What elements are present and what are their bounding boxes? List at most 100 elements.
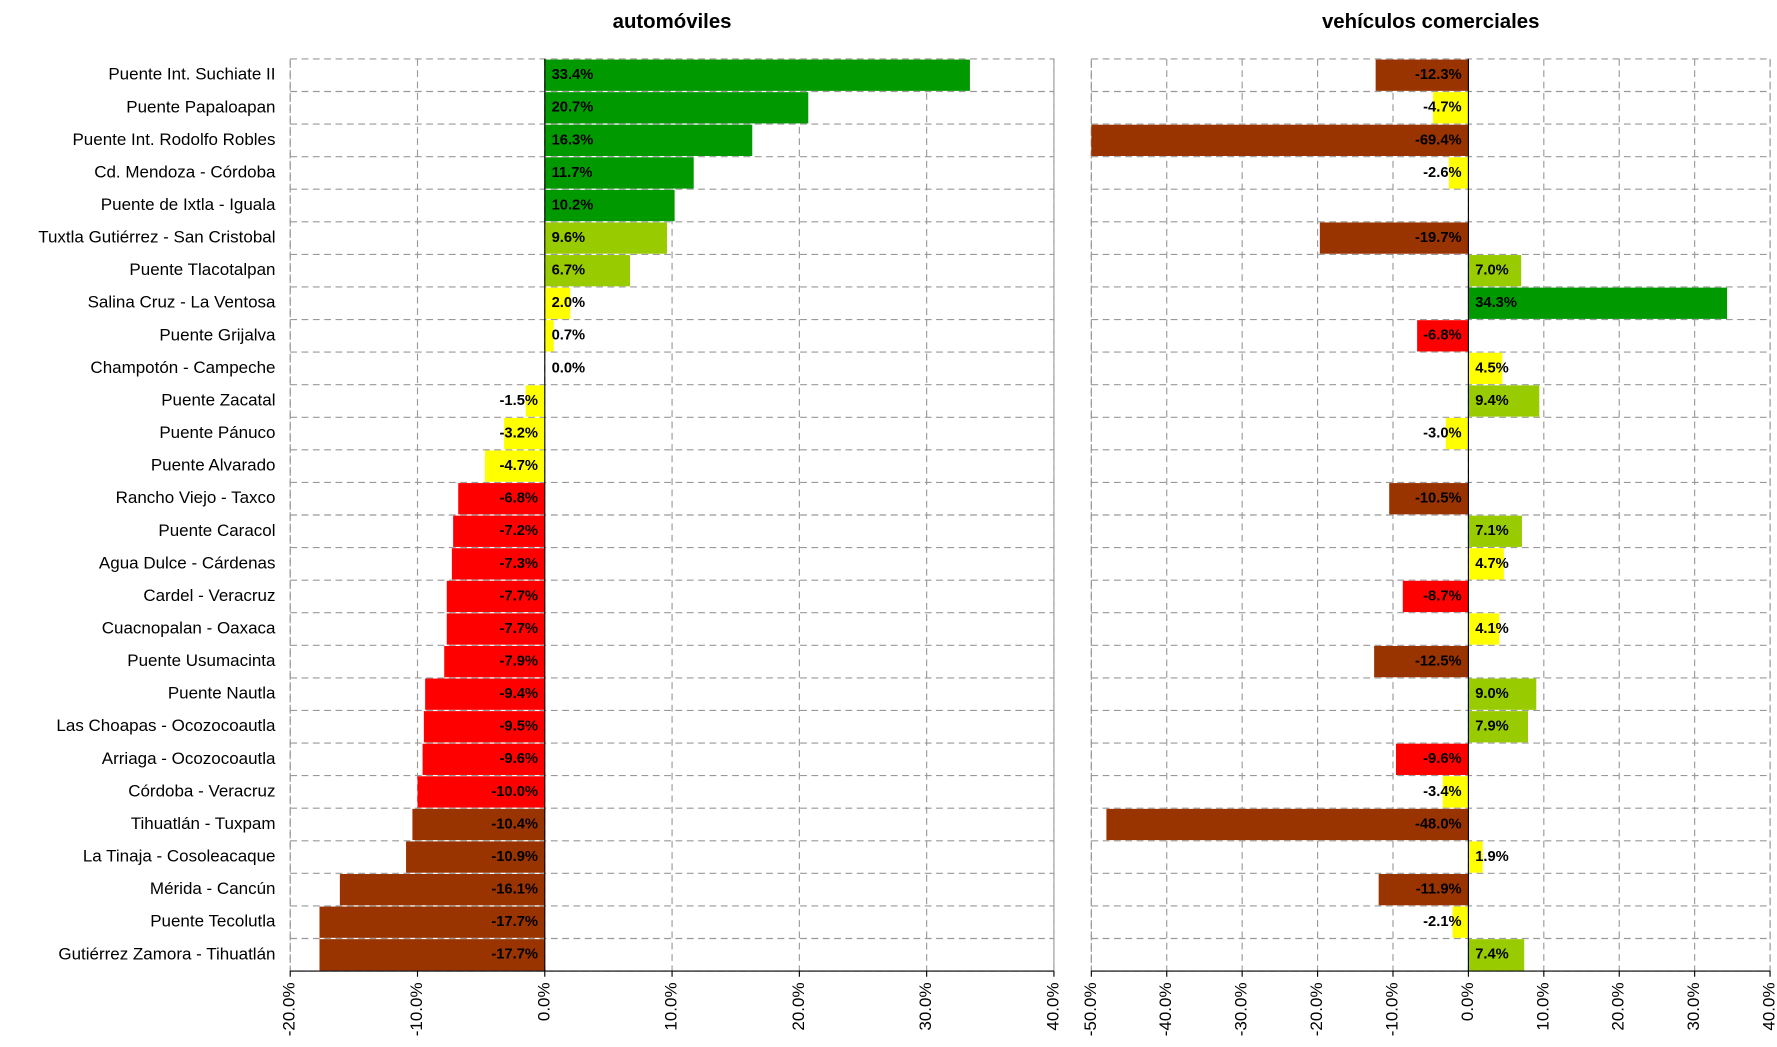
x-tick-label: -20.0% <box>280 982 299 1036</box>
bar <box>484 450 545 482</box>
category-label: Puente Alvarado <box>151 456 276 475</box>
bar <box>1468 939 1525 971</box>
category-label: Córdoba - Veracruz <box>128 781 275 800</box>
bar <box>339 874 545 906</box>
value-label: -9.6% <box>500 751 538 767</box>
value-label: -10.5% <box>1415 491 1462 507</box>
bar <box>1417 320 1469 352</box>
category-label: Puente Int. Suchiate II <box>108 65 275 84</box>
bar <box>1442 776 1469 808</box>
value-label: -10.9% <box>491 849 538 865</box>
value-label: -10.4% <box>491 816 538 832</box>
bar <box>1468 678 1537 710</box>
x-tick-label: -40.0% <box>1156 982 1175 1036</box>
value-label: 9.4% <box>1475 393 1509 409</box>
chart-title: vehículos comerciales <box>1322 11 1539 33</box>
bar <box>1402 580 1469 613</box>
value-label: 4.1% <box>1475 621 1509 637</box>
value-label: 6.7% <box>552 263 586 279</box>
bar <box>425 678 545 710</box>
value-label: -7.3% <box>500 556 538 572</box>
bar <box>1319 222 1469 254</box>
bar <box>319 939 545 971</box>
value-label: 2.0% <box>552 295 586 311</box>
bar <box>544 320 554 352</box>
value-label: -9.4% <box>500 686 538 702</box>
value-label: 0.7% <box>552 328 586 344</box>
bar <box>544 222 667 254</box>
value-label: 0.0% <box>552 360 586 376</box>
value-label: 7.9% <box>1475 719 1509 735</box>
category-label: Puente Zacatal <box>161 390 275 409</box>
category-label: Puente Nautla <box>168 684 276 703</box>
bar <box>417 776 545 808</box>
category-label: La Tinaja - Cosoleacaque <box>83 847 276 866</box>
value-label: -7.2% <box>500 523 538 539</box>
bar <box>1106 808 1469 841</box>
bar <box>1378 874 1469 906</box>
value-label: -2.1% <box>1423 914 1461 930</box>
value-label: -16.1% <box>491 882 538 898</box>
bar <box>525 385 545 417</box>
bar <box>544 92 809 124</box>
category-label: Cardel - Veracruz <box>143 586 275 605</box>
x-tick-label: 20.0% <box>1609 982 1628 1030</box>
bar <box>1468 255 1522 287</box>
bar <box>1468 613 1500 645</box>
category-label: Las Choapas - Ocozocoautla <box>56 716 276 735</box>
bar <box>453 515 545 547</box>
value-label: -9.6% <box>1423 751 1461 767</box>
bar <box>451 548 545 580</box>
bar <box>544 255 631 287</box>
bar <box>544 189 675 222</box>
x-tick-label: 40.0% <box>1043 982 1062 1030</box>
bar <box>1468 515 1522 547</box>
bar <box>1468 385 1540 417</box>
category-label: Puente Tlacotalpan <box>129 260 275 279</box>
category-label: Puente Papaloapan <box>126 97 275 116</box>
value-label: 16.3% <box>552 132 594 148</box>
bar <box>1375 59 1469 91</box>
value-label: -6.8% <box>500 491 538 507</box>
x-tick-label: -20.0% <box>1307 982 1326 1036</box>
value-label: -69.4% <box>1415 132 1462 148</box>
bar <box>544 59 970 91</box>
category-label: Puente Caracol <box>158 521 275 540</box>
value-label: -1.5% <box>500 393 538 409</box>
value-label: -7.7% <box>500 621 538 637</box>
value-label: -3.2% <box>500 425 538 441</box>
value-label: -3.4% <box>1423 784 1461 800</box>
bar <box>1396 743 1469 775</box>
x-tick-label: -50.0% <box>1081 982 1100 1036</box>
category-label: Tihuatlán - Tuxpam <box>131 814 276 833</box>
x-tick-label: 30.0% <box>1684 982 1703 1030</box>
value-label: -9.5% <box>500 719 538 735</box>
value-label: -7.7% <box>500 588 538 604</box>
value-label: 7.4% <box>1475 947 1509 963</box>
bar <box>446 613 545 645</box>
bars <box>319 59 970 971</box>
chart-title: automóviles <box>613 11 732 33</box>
value-label: 9.6% <box>552 230 586 246</box>
x-tick-label: 10.0% <box>1533 982 1552 1030</box>
x-tick-label: 40.0% <box>1760 982 1777 1030</box>
bar <box>446 580 545 613</box>
bar <box>1452 906 1469 938</box>
value-label: -10.0% <box>491 784 538 800</box>
value-label: -8.7% <box>1423 588 1461 604</box>
value-label: -48.0% <box>1415 816 1462 832</box>
x-tick-label: 10.0% <box>662 982 681 1030</box>
bar <box>1448 157 1469 189</box>
value-label: 1.9% <box>1475 849 1509 865</box>
bar <box>423 711 545 743</box>
value-label: 7.0% <box>1475 263 1509 279</box>
bar <box>1468 548 1504 580</box>
bar <box>458 483 545 515</box>
x-tick-label: 30.0% <box>916 982 935 1030</box>
x-tick-label: -10.0% <box>407 982 426 1036</box>
value-label: -3.0% <box>1423 425 1461 441</box>
category-label: Agua Dulce - Cárdenas <box>99 553 276 572</box>
category-label: Puente Usumacinta <box>127 651 276 670</box>
value-label: -4.7% <box>1423 100 1461 116</box>
bar <box>544 157 694 189</box>
